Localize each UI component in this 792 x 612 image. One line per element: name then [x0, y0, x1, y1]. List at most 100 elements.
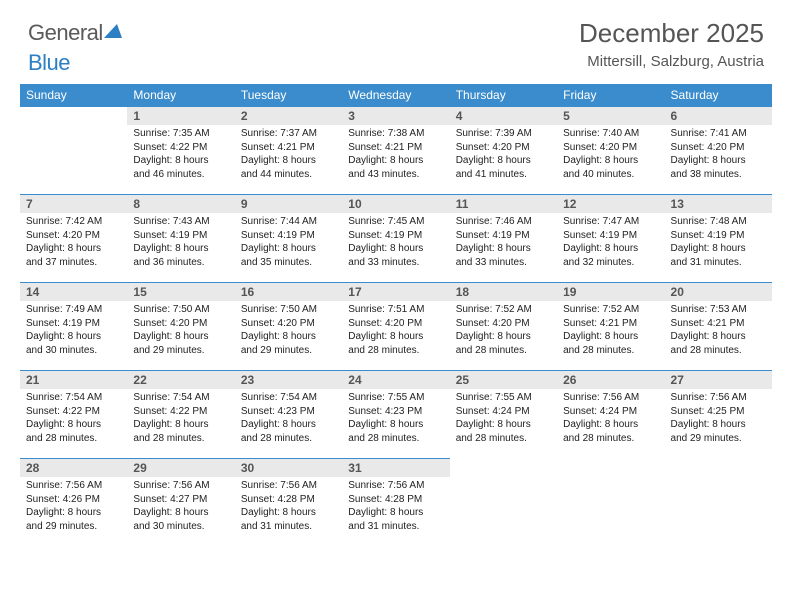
- calendar-cell: 27Sunrise: 7:56 AMSunset: 4:25 PMDayligh…: [665, 371, 772, 459]
- daylight-text: Daylight: 8 hours: [348, 330, 443, 344]
- calendar-cell: 1Sunrise: 7:35 AMSunset: 4:22 PMDaylight…: [127, 107, 234, 195]
- logo-triangle-icon: [104, 18, 122, 44]
- day-number: 30: [235, 459, 342, 477]
- day-number: 28: [20, 459, 127, 477]
- calendar-cell: [665, 459, 772, 547]
- sunset-text: Sunset: 4:20 PM: [456, 317, 551, 331]
- sunrise-text: Sunrise: 7:55 AM: [348, 391, 443, 405]
- daylight-text: Daylight: 8 hours: [348, 242, 443, 256]
- day-number: 24: [342, 371, 449, 389]
- sunrise-text: Sunrise: 7:50 AM: [241, 303, 336, 317]
- daylight-text-2: and 33 minutes.: [456, 256, 551, 270]
- day-number: 16: [235, 283, 342, 301]
- day-header: Tuesday: [235, 84, 342, 107]
- day-details: Sunrise: 7:56 AMSunset: 4:27 PMDaylight:…: [127, 477, 234, 537]
- day-number: 7: [20, 195, 127, 213]
- day-number: 13: [665, 195, 772, 213]
- day-details: Sunrise: 7:55 AMSunset: 4:24 PMDaylight:…: [450, 389, 557, 449]
- daylight-text: Daylight: 8 hours: [241, 506, 336, 520]
- calendar-cell: 29Sunrise: 7:56 AMSunset: 4:27 PMDayligh…: [127, 459, 234, 547]
- calendar-cell: 12Sunrise: 7:47 AMSunset: 4:19 PMDayligh…: [557, 195, 664, 283]
- calendar-cell: [20, 107, 127, 195]
- calendar-week-row: 14Sunrise: 7:49 AMSunset: 4:19 PMDayligh…: [20, 283, 772, 371]
- sunrise-text: Sunrise: 7:40 AM: [563, 127, 658, 141]
- daylight-text: Daylight: 8 hours: [133, 418, 228, 432]
- sunrise-text: Sunrise: 7:56 AM: [133, 479, 228, 493]
- daylight-text-2: and 38 minutes.: [671, 168, 766, 182]
- daylight-text-2: and 46 minutes.: [133, 168, 228, 182]
- day-number: 22: [127, 371, 234, 389]
- logo-text-blue: Blue: [28, 50, 70, 75]
- daylight-text-2: and 44 minutes.: [241, 168, 336, 182]
- daylight-text-2: and 33 minutes.: [348, 256, 443, 270]
- day-details: Sunrise: 7:56 AMSunset: 4:26 PMDaylight:…: [20, 477, 127, 537]
- calendar-cell: 4Sunrise: 7:39 AMSunset: 4:20 PMDaylight…: [450, 107, 557, 195]
- day-details: Sunrise: 7:37 AMSunset: 4:21 PMDaylight:…: [235, 125, 342, 185]
- daylight-text: Daylight: 8 hours: [456, 154, 551, 168]
- day-details: Sunrise: 7:44 AMSunset: 4:19 PMDaylight:…: [235, 213, 342, 273]
- calendar-cell: [450, 459, 557, 547]
- day-details: Sunrise: 7:50 AMSunset: 4:20 PMDaylight:…: [127, 301, 234, 361]
- sunrise-text: Sunrise: 7:56 AM: [26, 479, 121, 493]
- sunset-text: Sunset: 4:20 PM: [456, 141, 551, 155]
- day-header: Sunday: [20, 84, 127, 107]
- sunset-text: Sunset: 4:19 PM: [348, 229, 443, 243]
- day-header: Saturday: [665, 84, 772, 107]
- daylight-text-2: and 37 minutes.: [26, 256, 121, 270]
- header: December 2025 Mittersill, Salzburg, Aust…: [579, 18, 764, 70]
- day-details: Sunrise: 7:56 AMSunset: 4:28 PMDaylight:…: [235, 477, 342, 537]
- sunrise-text: Sunrise: 7:51 AM: [348, 303, 443, 317]
- daylight-text: Daylight: 8 hours: [26, 418, 121, 432]
- sunrise-text: Sunrise: 7:56 AM: [241, 479, 336, 493]
- daylight-text-2: and 32 minutes.: [563, 256, 658, 270]
- day-number: 23: [235, 371, 342, 389]
- sunset-text: Sunset: 4:22 PM: [133, 405, 228, 419]
- sunrise-text: Sunrise: 7:42 AM: [26, 215, 121, 229]
- day-number: 29: [127, 459, 234, 477]
- day-number: 3: [342, 107, 449, 125]
- daylight-text: Daylight: 8 hours: [348, 506, 443, 520]
- calendar-week-row: 21Sunrise: 7:54 AMSunset: 4:22 PMDayligh…: [20, 371, 772, 459]
- sunrise-text: Sunrise: 7:41 AM: [671, 127, 766, 141]
- day-number: 18: [450, 283, 557, 301]
- daylight-text-2: and 29 minutes.: [133, 344, 228, 358]
- day-details: Sunrise: 7:54 AMSunset: 4:22 PMDaylight:…: [20, 389, 127, 449]
- calendar-cell: 11Sunrise: 7:46 AMSunset: 4:19 PMDayligh…: [450, 195, 557, 283]
- daylight-text-2: and 43 minutes.: [348, 168, 443, 182]
- sunset-text: Sunset: 4:21 PM: [563, 317, 658, 331]
- day-details: Sunrise: 7:47 AMSunset: 4:19 PMDaylight:…: [557, 213, 664, 273]
- day-number: 5: [557, 107, 664, 125]
- day-header: Monday: [127, 84, 234, 107]
- day-number: 17: [342, 283, 449, 301]
- logo: General Blue: [28, 18, 122, 76]
- day-details: Sunrise: 7:49 AMSunset: 4:19 PMDaylight:…: [20, 301, 127, 361]
- sunrise-text: Sunrise: 7:54 AM: [26, 391, 121, 405]
- day-details: Sunrise: 7:54 AMSunset: 4:23 PMDaylight:…: [235, 389, 342, 449]
- calendar-cell: 3Sunrise: 7:38 AMSunset: 4:21 PMDaylight…: [342, 107, 449, 195]
- daylight-text-2: and 30 minutes.: [26, 344, 121, 358]
- sunset-text: Sunset: 4:19 PM: [241, 229, 336, 243]
- day-number: 20: [665, 283, 772, 301]
- sunset-text: Sunset: 4:19 PM: [133, 229, 228, 243]
- sunset-text: Sunset: 4:20 PM: [671, 141, 766, 155]
- daylight-text-2: and 28 minutes.: [241, 432, 336, 446]
- day-details: Sunrise: 7:56 AMSunset: 4:24 PMDaylight:…: [557, 389, 664, 449]
- calendar-cell: 23Sunrise: 7:54 AMSunset: 4:23 PMDayligh…: [235, 371, 342, 459]
- calendar-week-row: 7Sunrise: 7:42 AMSunset: 4:20 PMDaylight…: [20, 195, 772, 283]
- day-number: 11: [450, 195, 557, 213]
- daylight-text-2: and 28 minutes.: [348, 432, 443, 446]
- day-number: 25: [450, 371, 557, 389]
- sunrise-text: Sunrise: 7:55 AM: [456, 391, 551, 405]
- sunset-text: Sunset: 4:21 PM: [348, 141, 443, 155]
- calendar-week-row: 28Sunrise: 7:56 AMSunset: 4:26 PMDayligh…: [20, 459, 772, 547]
- calendar-cell: 8Sunrise: 7:43 AMSunset: 4:19 PMDaylight…: [127, 195, 234, 283]
- daylight-text-2: and 31 minutes.: [241, 520, 336, 534]
- sunrise-text: Sunrise: 7:44 AM: [241, 215, 336, 229]
- sunrise-text: Sunrise: 7:56 AM: [348, 479, 443, 493]
- daylight-text: Daylight: 8 hours: [456, 418, 551, 432]
- sunrise-text: Sunrise: 7:35 AM: [133, 127, 228, 141]
- daylight-text-2: and 35 minutes.: [241, 256, 336, 270]
- day-number: 27: [665, 371, 772, 389]
- day-number: 1: [127, 107, 234, 125]
- calendar-cell: 6Sunrise: 7:41 AMSunset: 4:20 PMDaylight…: [665, 107, 772, 195]
